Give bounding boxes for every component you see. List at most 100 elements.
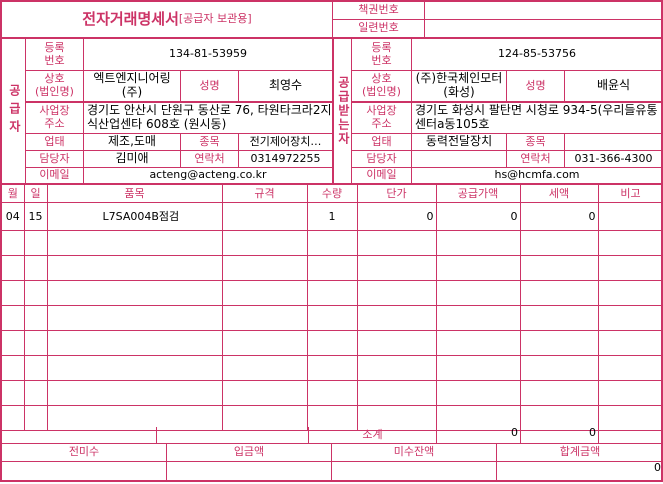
subtotal-tax: 0 [521, 427, 599, 444]
cell-month [2, 380, 25, 406]
supplier-biztype-label: 업태 [26, 134, 84, 151]
cell-unit-price [357, 330, 437, 356]
receiver-phone: 031-366-4300 [565, 151, 663, 168]
table-row [2, 330, 663, 356]
supplier-section-label: 공급자 [2, 39, 26, 185]
cell-tax: 0 [520, 202, 599, 231]
cell-day [24, 405, 48, 431]
cell-month [2, 330, 25, 356]
supplier-contact-label: 담당자 [26, 151, 84, 168]
cell-tax [520, 230, 599, 256]
cell-tax [520, 355, 599, 381]
table-row [2, 405, 663, 431]
supplier-bizitem: 전기제어장치… [239, 134, 333, 151]
header-tax: 세액 [520, 185, 599, 203]
cell-qty [307, 405, 358, 431]
cell-tax [520, 280, 599, 306]
cell-unit-price [357, 280, 437, 306]
header-supply-amount: 공급가액 [436, 185, 521, 203]
header-qty: 수량 [307, 185, 358, 203]
supplier-phone-label: 연락처 [181, 151, 239, 168]
supplier-ceo: 최영수 [239, 71, 333, 103]
subtotal-blank-2 [157, 427, 309, 444]
cell-supply-amount: 0 [436, 202, 521, 231]
receiver-ceo-label: 성명 [507, 71, 565, 103]
supplier-address: 경기도 안산시 단원구 동산로 76, 타원타크라2지식산업센타 608호 (원… [84, 103, 333, 134]
cell-remarks [598, 230, 663, 256]
summary-deposit-label: 입금액 [167, 444, 332, 462]
header-item: 품목 [47, 185, 223, 203]
cell-day [24, 330, 48, 356]
cell-tax [520, 255, 599, 281]
cell-item [47, 305, 223, 331]
supplier-ceo-label: 성명 [181, 71, 239, 103]
cell-item: L7SA004B점검 [47, 202, 223, 231]
cell-spec [222, 280, 308, 306]
cell-month: 04 [2, 202, 25, 231]
cell-tax [520, 330, 599, 356]
subtotal-blank-3 [599, 427, 663, 444]
cell-spec [222, 230, 308, 256]
cell-remarks [598, 280, 663, 306]
cell-day [24, 255, 48, 281]
supplier-reg-no: 134-81-53959 [84, 39, 333, 71]
summary-prev-unpaid-value [2, 462, 167, 482]
cell-tax [520, 305, 599, 331]
header-unit-price: 단가 [357, 185, 437, 203]
cell-qty [307, 380, 358, 406]
cell-unit-price [357, 255, 437, 281]
cell-remarks [598, 330, 663, 356]
cell-tax [520, 380, 599, 406]
cell-unit-price [357, 405, 437, 431]
header-month: 월 [2, 185, 25, 203]
cell-qty [307, 305, 358, 331]
supplier-email: acteng@acteng.co.kr [84, 168, 333, 185]
table-row [2, 355, 663, 381]
cell-unit-price: 0 [357, 202, 437, 231]
summary-total-label: 합계금액 [497, 444, 663, 462]
summary-balance-value [332, 462, 497, 482]
subtotal-label: 소계 [309, 427, 437, 444]
summary-deposit-value [167, 462, 332, 482]
subtotal-blank-1 [2, 427, 157, 444]
cell-spec [222, 330, 308, 356]
supplier-company: 엑트엔지니어링(주) [84, 71, 181, 103]
cell-month [2, 305, 25, 331]
cell-supply-amount [436, 405, 521, 431]
receiver-company-label: 상호 (법인명) [352, 71, 412, 103]
receiver-bizitem-label: 종목 [507, 134, 565, 151]
summary-balance-label: 미수잔액 [332, 444, 497, 462]
cell-qty [307, 280, 358, 306]
cell-day [24, 380, 48, 406]
table-row: 04 15 L7SA004B점검 1 0 0 0 [2, 202, 663, 231]
cell-month [2, 280, 25, 306]
book-number-value [425, 2, 663, 20]
supplier-email-label: 이메일 [26, 168, 84, 185]
receiver-phone-label: 연락처 [507, 151, 565, 168]
items-table: 월 일 품목 규격 수량 단가 공급가액 세액 비고 04 15 L7SA004B점검 1 0 0 0 [2, 185, 663, 431]
receiver-email-label: 이메일 [352, 168, 412, 185]
cell-remarks [598, 255, 663, 281]
receiver-company: (주)한국체인모터(화성) [412, 71, 507, 103]
summary-total-value: 0 [654, 462, 661, 474]
header-spec: 규격 [222, 185, 308, 203]
table-row [2, 380, 663, 406]
cell-qty [307, 355, 358, 381]
cell-unit-price [357, 230, 437, 256]
receiver-biztype: 동력전달장치 [412, 134, 507, 151]
header-remarks: 비고 [598, 185, 663, 203]
cell-month [2, 355, 25, 381]
cell-spec [222, 305, 308, 331]
cell-day [24, 280, 48, 306]
cell-supply-amount [436, 305, 521, 331]
cell-unit-price [357, 355, 437, 381]
receiver-ceo: 배윤식 [565, 71, 663, 103]
receiver-contact-label: 담당자 [352, 151, 412, 168]
cell-qty [307, 330, 358, 356]
cell-item [47, 355, 223, 381]
cell-day [24, 355, 48, 381]
cell-spec [222, 355, 308, 381]
cell-item [47, 330, 223, 356]
cell-remarks [598, 380, 663, 406]
